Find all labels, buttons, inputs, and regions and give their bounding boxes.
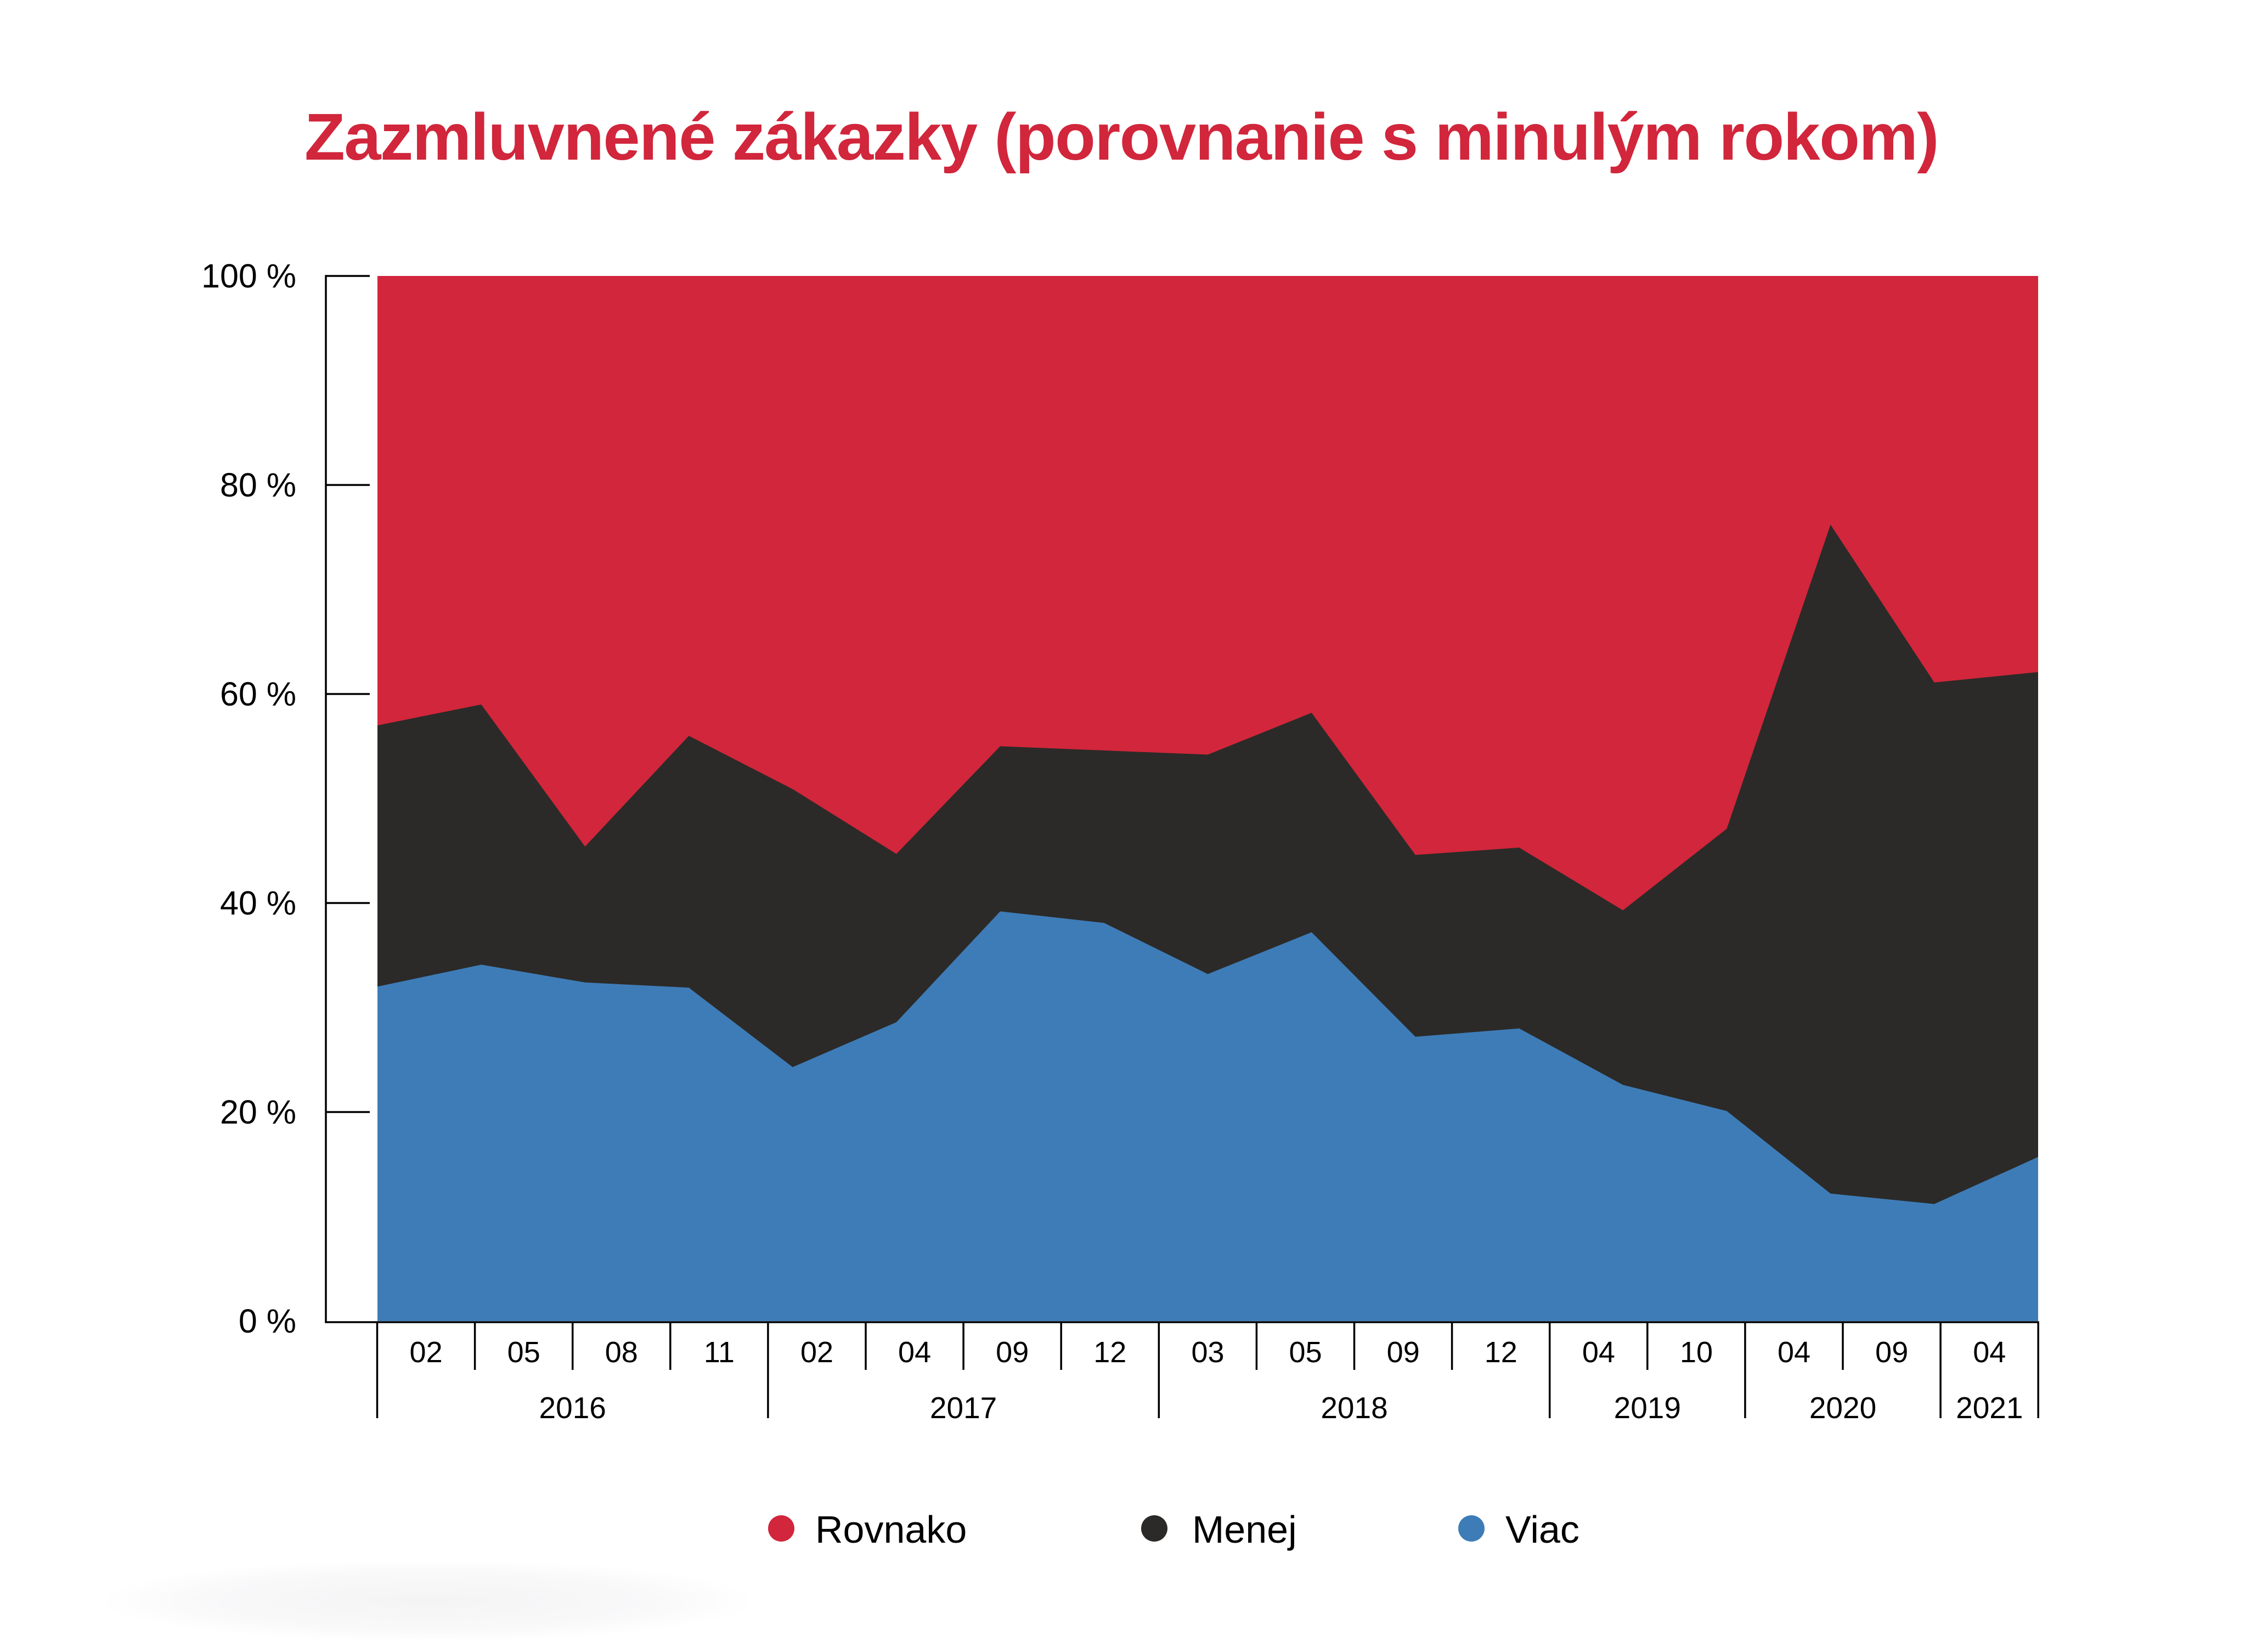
svg-text:09: 09 — [1387, 1336, 1420, 1369]
svg-text:20 %: 20 % — [220, 1093, 296, 1131]
svg-text:11: 11 — [704, 1336, 735, 1369]
svg-text:05: 05 — [1289, 1336, 1322, 1369]
svg-text:2016: 2016 — [539, 1391, 606, 1425]
svg-text:04: 04 — [1973, 1336, 2006, 1369]
svg-text:2020: 2020 — [1809, 1391, 1876, 1425]
svg-text:04: 04 — [1778, 1336, 1810, 1369]
svg-text:08: 08 — [605, 1336, 638, 1369]
svg-text:12: 12 — [1485, 1336, 1517, 1369]
svg-text:09: 09 — [996, 1336, 1029, 1369]
svg-text:12: 12 — [1093, 1336, 1126, 1369]
svg-text:2019: 2019 — [1614, 1391, 1681, 1425]
svg-text:02: 02 — [800, 1336, 833, 1369]
svg-text:Viac: Viac — [1505, 1508, 1579, 1551]
svg-text:60 %: 60 % — [220, 675, 296, 713]
svg-text:02: 02 — [410, 1336, 443, 1369]
svg-text:2021: 2021 — [1956, 1391, 2023, 1425]
svg-text:09: 09 — [1875, 1336, 1908, 1369]
svg-text:04: 04 — [1582, 1336, 1615, 1369]
svg-text:100 %: 100 % — [201, 257, 296, 295]
svg-text:04: 04 — [898, 1336, 931, 1369]
svg-text:03: 03 — [1191, 1336, 1224, 1369]
svg-text:2018: 2018 — [1321, 1391, 1387, 1425]
svg-text:Rovnako: Rovnako — [815, 1508, 967, 1551]
svg-text:Menej: Menej — [1192, 1508, 1297, 1551]
svg-text:0 %: 0 % — [239, 1302, 296, 1340]
svg-text:2017: 2017 — [930, 1391, 997, 1425]
svg-text:10: 10 — [1680, 1336, 1713, 1369]
svg-text:40 %: 40 % — [220, 884, 296, 922]
svg-text:Zazmluvnené zákazky (porovnani: Zazmluvnené zákazky (porovnanie s minulý… — [304, 99, 1938, 174]
svg-text:05: 05 — [507, 1336, 540, 1369]
svg-text:80 %: 80 % — [220, 466, 296, 504]
